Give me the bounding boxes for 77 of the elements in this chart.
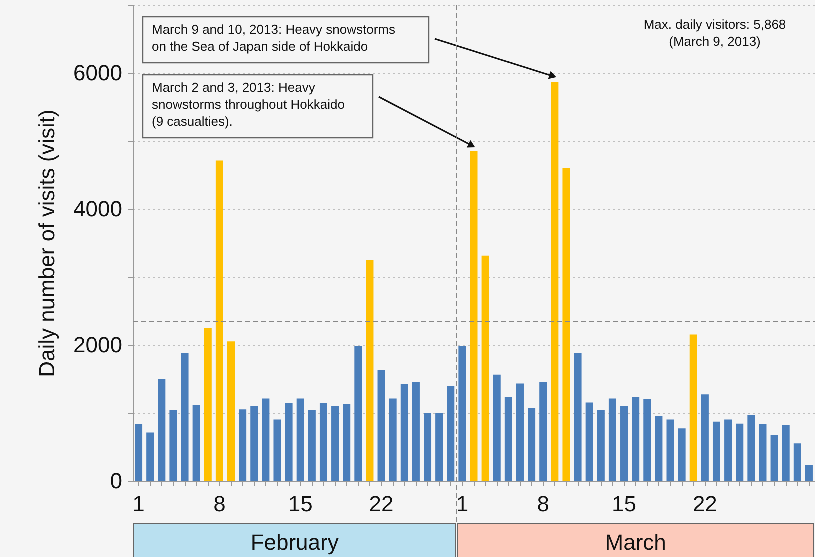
annotation: March 2 and 3, 2013: Heavy snowstorms throughout Hokkaido (9 casualties). (152, 80, 345, 129)
bar (574, 353, 582, 481)
bar (424, 413, 432, 481)
x-tick-label: 8 (537, 492, 550, 516)
bar (343, 404, 351, 481)
bar (794, 444, 802, 481)
bar (470, 151, 478, 481)
bar (516, 384, 524, 481)
x-tick-label: 15 (288, 492, 313, 516)
x-tick-label: 1 (456, 492, 469, 516)
bar (608, 398, 616, 481)
bar (597, 410, 605, 481)
bar (274, 420, 282, 481)
bar (736, 424, 744, 481)
bar (712, 422, 721, 481)
bar (458, 346, 466, 481)
y-tick-label: 6000 (74, 60, 122, 86)
bar (666, 420, 674, 481)
bar (158, 379, 166, 481)
x-tick-label: 22 (369, 492, 394, 516)
bar (690, 334, 698, 481)
bar (332, 406, 340, 481)
bar (262, 398, 270, 481)
bar (805, 465, 813, 481)
x-tick-label: 8 (214, 492, 226, 516)
x-tick-label: 1 (132, 492, 145, 516)
y-tick-label: 0 (110, 468, 122, 494)
y-tick-label: 2000 (74, 332, 122, 358)
bar (285, 403, 293, 481)
bar (135, 424, 143, 481)
bar (701, 394, 709, 481)
bar (320, 403, 328, 481)
bar (170, 410, 178, 481)
bar (759, 424, 767, 481)
annotation: Max. daily visitors: 5,868 (March 9, 2013) (644, 17, 786, 49)
bar (146, 432, 154, 481)
bar (782, 425, 790, 481)
bar (308, 410, 316, 481)
bar (436, 413, 444, 481)
text: February (250, 530, 339, 555)
y-tick-label: 4000 (74, 196, 122, 222)
bar (482, 256, 490, 481)
bar (540, 382, 548, 481)
bar (192, 406, 200, 481)
bar (620, 406, 628, 481)
bar (748, 415, 756, 481)
bar (181, 353, 189, 481)
x-tick-label: 15 (612, 492, 637, 516)
bar (770, 435, 778, 481)
bar (366, 260, 374, 481)
bar (400, 384, 408, 481)
bar (447, 386, 455, 481)
bar (493, 374, 501, 481)
bar (504, 397, 512, 481)
bar (216, 160, 224, 481)
bar (562, 168, 570, 481)
bar (354, 346, 362, 481)
bar (644, 399, 652, 481)
bar (296, 398, 304, 481)
bar (204, 328, 212, 481)
bar (227, 342, 236, 481)
x-tick-label: 22 (692, 492, 718, 516)
bar (724, 420, 732, 481)
bar (389, 398, 397, 481)
bar (528, 408, 536, 481)
text: March (605, 530, 666, 555)
bar (551, 82, 559, 481)
bar (412, 382, 420, 481)
bar (655, 416, 663, 481)
y-axis-title: Daily number of visits (visit) (34, 110, 60, 378)
bar (378, 370, 386, 481)
bar (586, 402, 594, 481)
bar (678, 428, 686, 481)
bar (632, 397, 640, 481)
annotation: March 9 and 10, 2013: Heavy snowstorms on the Sea of Japan side of Hokkaido (152, 22, 396, 54)
bar (250, 406, 258, 481)
bar (239, 410, 247, 481)
